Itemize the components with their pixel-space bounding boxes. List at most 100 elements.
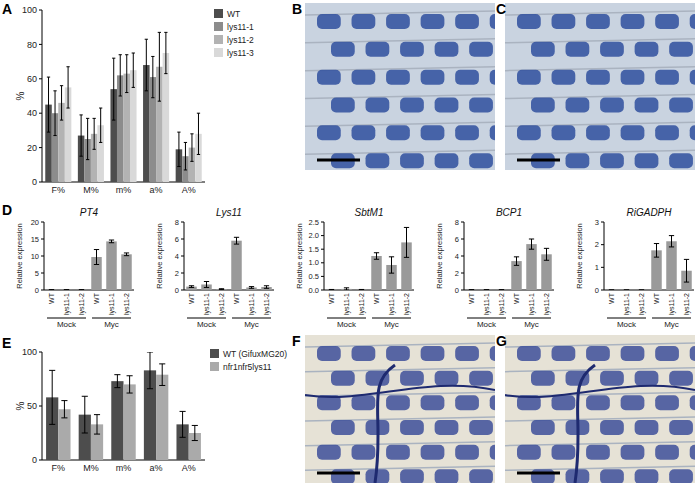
x-tick-label: lys11-2: [683, 293, 691, 315]
x-tick-label: m%: [116, 185, 132, 195]
error-line: [656, 244, 657, 258]
y-tick-label: 4: [175, 252, 179, 261]
image: [305, 335, 495, 483]
x-tick-label: WT: [188, 292, 195, 304]
background: [305, 3, 495, 170]
bar: [124, 384, 136, 460]
error-line: [68, 67, 69, 108]
y-tick-label: 2.0: [309, 231, 319, 240]
scale-bar: [517, 159, 560, 162]
x-tick-label: lys11-1: [623, 293, 631, 315]
group-label: Myc: [244, 320, 259, 329]
x-tick-label: lys11-2: [358, 293, 366, 315]
error-cap: [499, 289, 504, 290]
chart: 05101520Relative expressionPT4WTlys11-1l…: [15, 207, 134, 329]
x-tick-label: lys11-1: [483, 293, 491, 315]
hypha: [505, 386, 695, 397]
y-axis: [324, 222, 325, 290]
bar: [326, 289, 337, 290]
y-tick-label: 2: [455, 269, 459, 278]
legend-label: lys11-1: [227, 22, 254, 32]
y-axis-label: Relative expression: [435, 223, 444, 288]
error-cap: [99, 142, 102, 143]
error-cap: [164, 73, 167, 74]
error-bar: [264, 286, 269, 289]
y-tick-label: 6: [455, 235, 459, 244]
arbuscule: [317, 70, 341, 85]
x-tick-label: lys11-2: [403, 293, 411, 315]
bar: [46, 289, 57, 290]
error-bar: [684, 259, 689, 282]
cell-wall: [305, 150, 495, 154]
y-tick-label: 4: [455, 252, 459, 261]
error-bar: [609, 290, 614, 291]
error-cap: [124, 252, 129, 253]
error-cap: [112, 120, 115, 121]
arbuscule: [331, 371, 355, 386]
group-line: [607, 318, 646, 319]
error-cap: [544, 260, 549, 261]
error-cap: [344, 287, 349, 288]
arbuscule: [552, 445, 576, 460]
arbuscule: [386, 395, 410, 410]
legend-swatch: [210, 362, 219, 371]
bar: [666, 241, 677, 290]
arbuscule: [490, 14, 495, 29]
error-cap: [684, 282, 689, 283]
y-tick-label: 2.5: [309, 218, 319, 227]
micrograph: [305, 3, 527, 170]
bar: [496, 289, 507, 290]
arbuscule: [352, 14, 376, 29]
arbuscule: [621, 70, 645, 85]
bar: [246, 287, 257, 290]
error-cap: [249, 288, 254, 289]
cell-wall: [305, 417, 495, 421]
error-cap: [60, 120, 63, 121]
error-bar: [66, 67, 69, 108]
arbuscule: [655, 346, 679, 361]
cell-wall: [305, 95, 495, 99]
cell-wall: [505, 39, 695, 43]
arbuscule: [421, 395, 445, 410]
x-tick-label: A%: [182, 185, 196, 195]
error-cap: [184, 142, 187, 143]
arbuscule: [635, 153, 659, 168]
error-line: [152, 56, 153, 97]
x-tick-label: lys11-1: [388, 293, 396, 315]
error-cap: [529, 249, 534, 250]
y-axis-label: Relative expression: [15, 223, 24, 288]
error-cap: [79, 289, 84, 290]
x-tick-label: m%: [116, 463, 132, 473]
y-tick: [41, 256, 44, 257]
chart: 0123Relative expressionRiGADPHWTlys11-1l…: [575, 207, 694, 329]
error-cap: [47, 132, 50, 133]
error-cap: [329, 290, 334, 291]
arbuscule: [635, 469, 659, 483]
error-line: [182, 411, 183, 437]
title: BCP1: [496, 207, 522, 218]
x-tick-label: WT: [608, 292, 615, 304]
arbuscule: [669, 42, 693, 57]
error-bar: [197, 113, 200, 154]
arbuscule: [586, 14, 610, 29]
arbuscule: [635, 42, 659, 57]
error-bar: [180, 411, 186, 437]
error-cap: [159, 363, 165, 364]
chart: 0.00.51.01.52.02.5Relative expressionSbt…: [295, 207, 414, 329]
error-bar: [192, 425, 198, 440]
cell-wall: [505, 95, 695, 99]
error-cap: [654, 257, 659, 258]
arbuscule: [669, 371, 693, 386]
group-label: Myc: [104, 320, 119, 329]
bar: [481, 289, 492, 290]
error-cap: [109, 240, 114, 241]
error-bar: [189, 286, 194, 288]
arbuscule: [600, 153, 624, 168]
y-tick-label: 20: [27, 143, 37, 153]
arbuscule: [455, 70, 479, 85]
error-cap: [609, 290, 614, 291]
error-bar: [329, 289, 334, 290]
group-line: [327, 318, 366, 319]
y-tick: [39, 406, 42, 407]
image: [505, 335, 695, 483]
